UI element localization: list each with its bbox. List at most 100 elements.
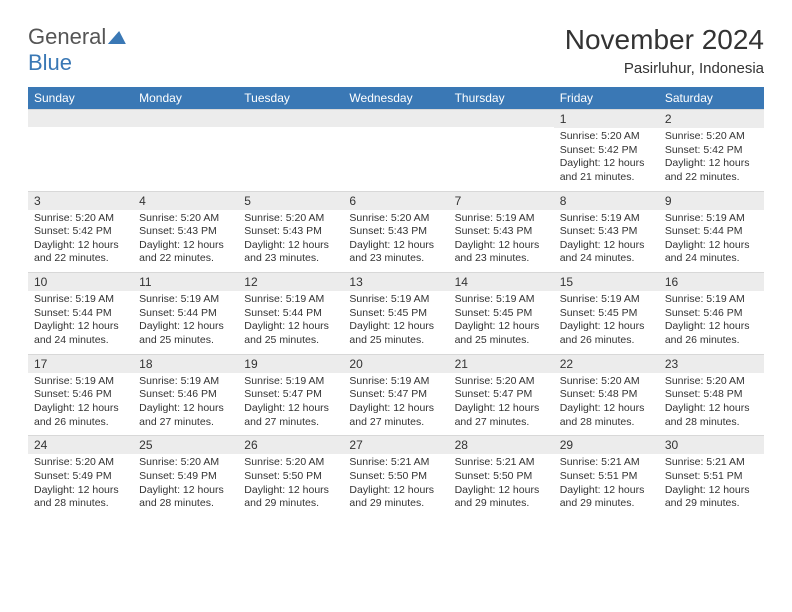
calendar-cell: 13Sunrise: 5:19 AMSunset: 5:45 PMDayligh… [343, 272, 448, 354]
sunrise-line: Sunrise: 5:19 AM [455, 293, 548, 307]
calendar-cell: 19Sunrise: 5:19 AMSunset: 5:47 PMDayligh… [238, 354, 343, 436]
calendar-cell: 9Sunrise: 5:19 AMSunset: 5:44 PMDaylight… [659, 191, 764, 273]
month-title: November 2024 [565, 24, 764, 56]
day-info: Sunrise: 5:19 AMSunset: 5:46 PMDaylight:… [28, 373, 133, 436]
daylight-line: Daylight: 12 hours and 24 minutes. [560, 239, 653, 266]
sunrise-line: Sunrise: 5:20 AM [244, 456, 337, 470]
sunrise-line: Sunrise: 5:20 AM [244, 212, 337, 226]
sunset-line: Sunset: 5:45 PM [455, 307, 548, 321]
day-number: 12 [238, 272, 343, 291]
day-info: Sunrise: 5:20 AMSunset: 5:47 PMDaylight:… [449, 373, 554, 436]
sunset-line: Sunset: 5:43 PM [560, 225, 653, 239]
sunrise-line: Sunrise: 5:20 AM [139, 212, 232, 226]
brand-part2: Blue [28, 50, 72, 75]
daylight-line: Daylight: 12 hours and 29 minutes. [455, 484, 548, 511]
sunset-line: Sunset: 5:42 PM [560, 144, 653, 158]
calendar-cell: 6Sunrise: 5:20 AMSunset: 5:43 PMDaylight… [343, 191, 448, 273]
daylight-line: Daylight: 12 hours and 25 minutes. [244, 320, 337, 347]
day-number: 11 [133, 272, 238, 291]
calendar-cell: 22Sunrise: 5:20 AMSunset: 5:48 PMDayligh… [554, 354, 659, 436]
sunset-line: Sunset: 5:43 PM [244, 225, 337, 239]
sunset-line: Sunset: 5:44 PM [139, 307, 232, 321]
daylight-line: Daylight: 12 hours and 27 minutes. [244, 402, 337, 429]
day-number: 28 [449, 435, 554, 454]
calendar-table: SundayMondayTuesdayWednesdayThursdayFrid… [28, 87, 764, 517]
sunrise-line: Sunrise: 5:19 AM [34, 293, 127, 307]
sunset-line: Sunset: 5:42 PM [665, 144, 758, 158]
calendar-week-row: 17Sunrise: 5:19 AMSunset: 5:46 PMDayligh… [28, 354, 764, 436]
day-number: 23 [659, 354, 764, 373]
sunrise-line: Sunrise: 5:20 AM [665, 130, 758, 144]
day-info: Sunrise: 5:20 AMSunset: 5:43 PMDaylight:… [238, 210, 343, 273]
sunset-line: Sunset: 5:46 PM [139, 388, 232, 402]
day-number: 19 [238, 354, 343, 373]
weekday-header: Friday [554, 87, 659, 109]
sunrise-line: Sunrise: 5:19 AM [349, 293, 442, 307]
day-number: 9 [659, 191, 764, 210]
daylight-line: Daylight: 12 hours and 22 minutes. [665, 157, 758, 184]
calendar-cell [133, 109, 238, 191]
sunrise-line: Sunrise: 5:19 AM [34, 375, 127, 389]
sunrise-line: Sunrise: 5:20 AM [560, 130, 653, 144]
calendar-cell: 30Sunrise: 5:21 AMSunset: 5:51 PMDayligh… [659, 435, 764, 517]
calendar-cell: 24Sunrise: 5:20 AMSunset: 5:49 PMDayligh… [28, 435, 133, 517]
sunset-line: Sunset: 5:45 PM [560, 307, 653, 321]
empty-day [28, 109, 133, 127]
calendar-week-row: 3Sunrise: 5:20 AMSunset: 5:42 PMDaylight… [28, 191, 764, 273]
day-number: 27 [343, 435, 448, 454]
sunrise-line: Sunrise: 5:20 AM [139, 456, 232, 470]
sunrise-line: Sunrise: 5:20 AM [34, 456, 127, 470]
day-number: 18 [133, 354, 238, 373]
daylight-line: Daylight: 12 hours and 27 minutes. [349, 402, 442, 429]
day-info: Sunrise: 5:20 AMSunset: 5:43 PMDaylight:… [133, 210, 238, 273]
sunrise-line: Sunrise: 5:19 AM [455, 212, 548, 226]
sunset-line: Sunset: 5:49 PM [139, 470, 232, 484]
day-info: Sunrise: 5:20 AMSunset: 5:43 PMDaylight:… [343, 210, 448, 273]
calendar-cell: 4Sunrise: 5:20 AMSunset: 5:43 PMDaylight… [133, 191, 238, 273]
day-info: Sunrise: 5:21 AMSunset: 5:51 PMDaylight:… [554, 454, 659, 517]
day-info: Sunrise: 5:19 AMSunset: 5:47 PMDaylight:… [343, 373, 448, 436]
sunrise-line: Sunrise: 5:21 AM [665, 456, 758, 470]
sunset-line: Sunset: 5:48 PM [560, 388, 653, 402]
calendar-cell: 12Sunrise: 5:19 AMSunset: 5:44 PMDayligh… [238, 272, 343, 354]
day-number: 14 [449, 272, 554, 291]
logo-triangle-icon [108, 31, 128, 44]
calendar-cell [449, 109, 554, 191]
sunrise-line: Sunrise: 5:21 AM [560, 456, 653, 470]
day-number: 29 [554, 435, 659, 454]
calendar-cell: 23Sunrise: 5:20 AMSunset: 5:48 PMDayligh… [659, 354, 764, 436]
calendar-cell: 29Sunrise: 5:21 AMSunset: 5:51 PMDayligh… [554, 435, 659, 517]
daylight-line: Daylight: 12 hours and 25 minutes. [139, 320, 232, 347]
day-number: 30 [659, 435, 764, 454]
calendar-cell [238, 109, 343, 191]
calendar-cell: 7Sunrise: 5:19 AMSunset: 5:43 PMDaylight… [449, 191, 554, 273]
calendar-cell: 10Sunrise: 5:19 AMSunset: 5:44 PMDayligh… [28, 272, 133, 354]
sunset-line: Sunset: 5:47 PM [244, 388, 337, 402]
day-number: 4 [133, 191, 238, 210]
day-number: 3 [28, 191, 133, 210]
daylight-line: Daylight: 12 hours and 24 minutes. [665, 239, 758, 266]
day-info: Sunrise: 5:19 AMSunset: 5:46 PMDaylight:… [133, 373, 238, 436]
title-block: November 2024 Pasirluhur, Indonesia [565, 24, 764, 77]
calendar-week-row: 1Sunrise: 5:20 AMSunset: 5:42 PMDaylight… [28, 109, 764, 191]
sunrise-line: Sunrise: 5:21 AM [349, 456, 442, 470]
sunset-line: Sunset: 5:44 PM [34, 307, 127, 321]
calendar-cell: 26Sunrise: 5:20 AMSunset: 5:50 PMDayligh… [238, 435, 343, 517]
calendar-week-row: 10Sunrise: 5:19 AMSunset: 5:44 PMDayligh… [28, 272, 764, 354]
sunrise-line: Sunrise: 5:20 AM [665, 375, 758, 389]
day-info: Sunrise: 5:19 AMSunset: 5:45 PMDaylight:… [554, 291, 659, 354]
sunrise-line: Sunrise: 5:20 AM [349, 212, 442, 226]
day-number: 24 [28, 435, 133, 454]
daylight-line: Daylight: 12 hours and 28 minutes. [560, 402, 653, 429]
calendar-cell: 3Sunrise: 5:20 AMSunset: 5:42 PMDaylight… [28, 191, 133, 273]
day-number: 26 [238, 435, 343, 454]
calendar-cell: 18Sunrise: 5:19 AMSunset: 5:46 PMDayligh… [133, 354, 238, 436]
sunset-line: Sunset: 5:50 PM [244, 470, 337, 484]
daylight-line: Daylight: 12 hours and 28 minutes. [34, 484, 127, 511]
day-number: 20 [343, 354, 448, 373]
daylight-line: Daylight: 12 hours and 29 minutes. [665, 484, 758, 511]
calendar-cell: 14Sunrise: 5:19 AMSunset: 5:45 PMDayligh… [449, 272, 554, 354]
sunset-line: Sunset: 5:47 PM [349, 388, 442, 402]
day-info: Sunrise: 5:20 AMSunset: 5:50 PMDaylight:… [238, 454, 343, 517]
calendar-cell [343, 109, 448, 191]
